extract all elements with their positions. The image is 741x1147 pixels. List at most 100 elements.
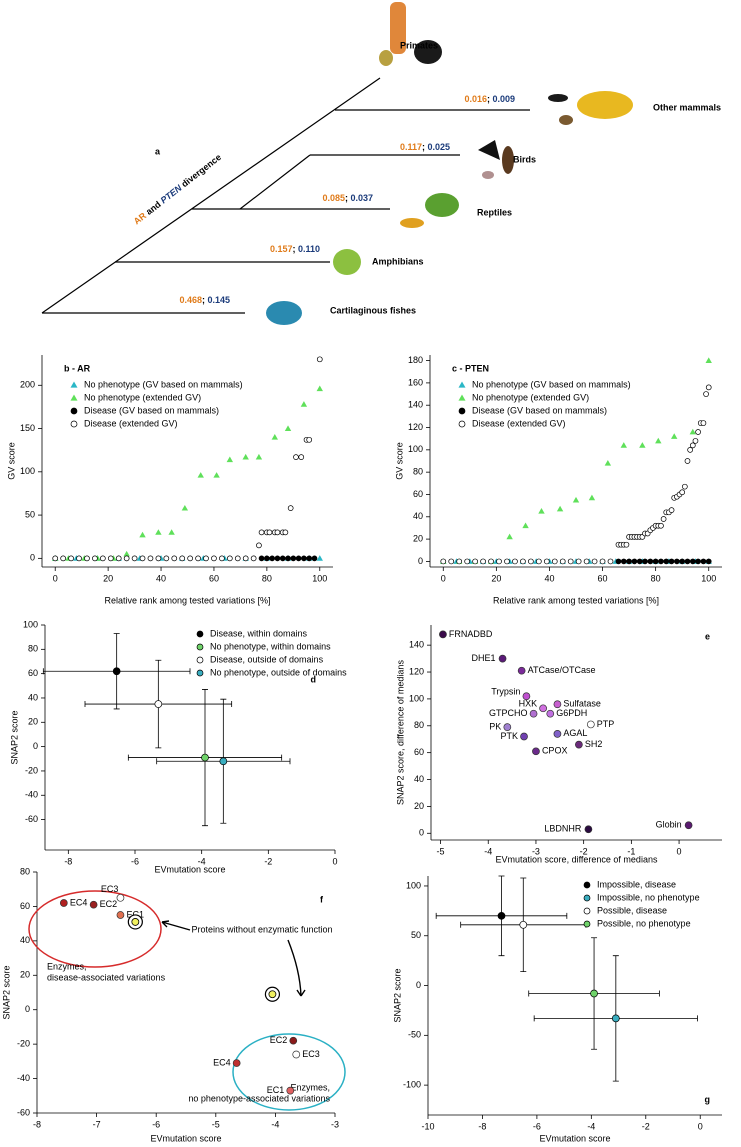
point-label: AGAL <box>563 728 587 738</box>
y-tick-label: -60 <box>17 1107 30 1117</box>
reptile-icon <box>400 218 424 228</box>
x-tick-label: 0 <box>53 573 58 583</box>
x-axis-label: Relative rank among tested variations [%… <box>104 595 270 605</box>
group-name: Primates <box>400 40 438 50</box>
reptile-icon <box>425 193 459 217</box>
annotation: disease-associated variations <box>47 972 166 982</box>
x-tick-label: -6 <box>152 1119 160 1129</box>
point <box>316 555 323 561</box>
point <box>703 391 709 397</box>
point-label: EC3 <box>101 884 119 894</box>
point <box>219 555 225 562</box>
point <box>522 522 529 529</box>
panel-label: b - AR <box>64 363 91 373</box>
point <box>203 555 209 562</box>
point <box>503 723 512 731</box>
panel-label: e <box>705 631 710 641</box>
mammal-icon <box>577 91 633 119</box>
annotation: Proteins without enzymatic function <box>191 924 332 934</box>
y-tick-label: 20 <box>20 970 30 980</box>
point <box>575 558 582 565</box>
x-tick-label: 20 <box>103 573 113 583</box>
point <box>689 428 696 435</box>
point <box>626 558 632 565</box>
x-tick-label: 0 <box>698 1121 703 1131</box>
point <box>658 558 664 565</box>
point <box>692 438 699 444</box>
x-tick-label: -8 <box>64 856 72 866</box>
point <box>279 555 286 562</box>
y-axis-label: GV score <box>394 442 404 480</box>
y-tick-label: -40 <box>25 790 38 800</box>
x-tick-label: 60 <box>598 573 608 583</box>
point <box>660 516 667 522</box>
point <box>179 555 186 562</box>
legend-label: Impossible, disease <box>597 879 676 889</box>
legend-marker <box>70 420 78 428</box>
point <box>681 483 688 490</box>
point-label: EC2 <box>100 899 118 909</box>
point <box>181 504 189 511</box>
x-axis-label: EVmutation score <box>154 864 225 874</box>
y-tick-label: 0 <box>416 980 421 990</box>
point <box>301 555 307 562</box>
separator: ; <box>487 94 493 104</box>
point <box>504 558 510 565</box>
point-label: EC2 <box>270 1035 288 1045</box>
y-tick-label: 100 <box>406 880 421 890</box>
point <box>115 555 122 562</box>
arrow <box>161 920 191 931</box>
point <box>679 558 686 565</box>
point <box>604 460 612 466</box>
point <box>131 555 138 562</box>
point <box>689 558 696 565</box>
point <box>517 666 526 675</box>
point <box>705 357 712 363</box>
point <box>250 555 257 562</box>
point <box>611 1014 620 1023</box>
point <box>590 989 598 998</box>
point-label: EC4 <box>70 897 88 907</box>
point <box>539 704 547 713</box>
point <box>705 384 712 391</box>
point <box>99 555 106 562</box>
legend-marker <box>583 894 591 902</box>
legend-label: Impossible, no phenotype <box>597 892 700 902</box>
y-axis-label: SNAP2 score <box>9 710 19 764</box>
point <box>472 558 478 565</box>
legend-marker <box>70 407 78 415</box>
point <box>92 555 98 562</box>
point <box>620 442 627 448</box>
y-tick-label: 50 <box>25 509 35 519</box>
legend-marker <box>196 669 204 677</box>
point <box>623 541 630 548</box>
annotation: Enzymes, <box>290 1082 330 1092</box>
y-tick-label: 20 <box>28 717 38 727</box>
point <box>575 740 583 749</box>
group-ellipse <box>232 1033 346 1111</box>
point <box>586 720 595 729</box>
point <box>553 729 562 738</box>
point <box>456 558 463 565</box>
point <box>255 453 263 460</box>
point <box>197 472 204 478</box>
group-name: Cartilaginous fishes <box>330 305 416 315</box>
point-label: CPOX <box>542 746 568 756</box>
point <box>684 821 693 830</box>
point <box>584 825 593 834</box>
point <box>76 555 82 562</box>
point <box>674 558 680 565</box>
point <box>439 630 447 639</box>
y-tick-label: -40 <box>17 1073 30 1083</box>
x-tick-label: 0 <box>332 856 337 866</box>
point <box>107 555 114 562</box>
x-tick-label: 0 <box>677 846 682 856</box>
point <box>306 436 313 443</box>
x-tick-label: 100 <box>701 573 716 583</box>
point <box>636 558 643 565</box>
legend-marker <box>458 420 466 428</box>
point <box>496 558 502 565</box>
panel-label: c - PTEN <box>452 363 489 373</box>
pten-distance: 0.145 <box>207 295 230 305</box>
x-tick-label: -2 <box>580 846 588 856</box>
